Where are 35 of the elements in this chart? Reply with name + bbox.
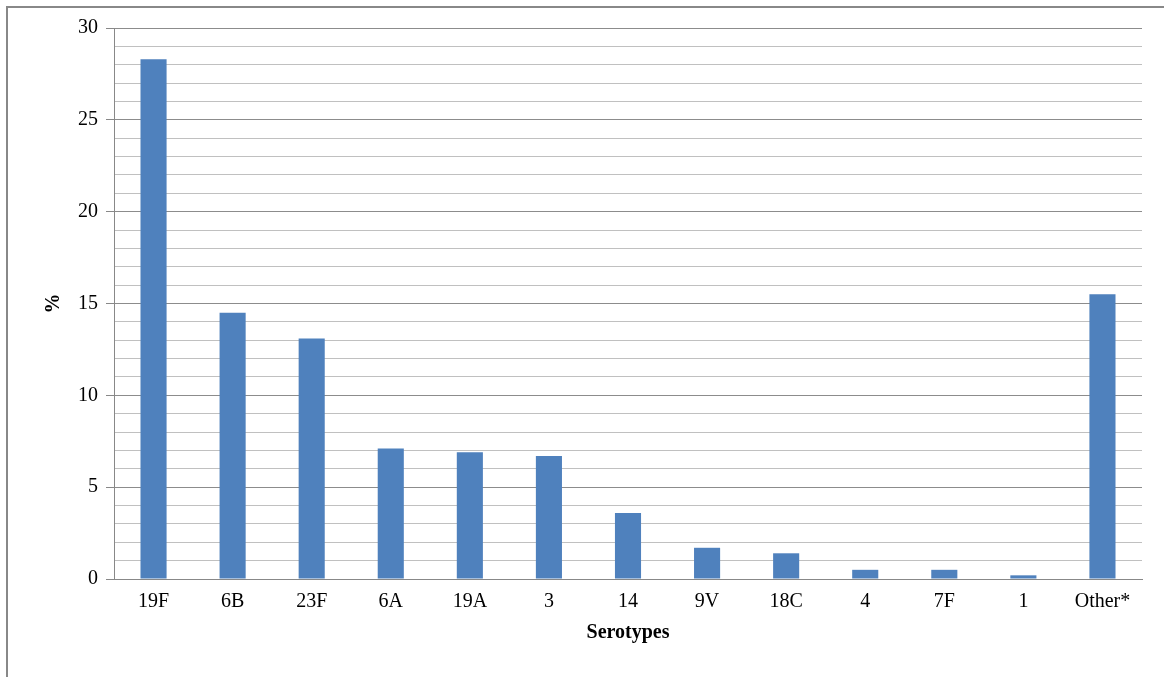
x-tick-label: 7F xyxy=(933,589,955,612)
y-tick-label: 20 xyxy=(78,198,98,221)
bar xyxy=(931,569,958,579)
y-tick-label: 15 xyxy=(78,290,98,313)
x-tick-label: 6B xyxy=(220,589,245,612)
bar xyxy=(694,547,721,579)
bar xyxy=(614,512,642,579)
x-tick-label: 3 xyxy=(543,589,554,612)
bar xyxy=(1089,294,1116,579)
bar xyxy=(852,569,879,579)
x-tick-label: 19F xyxy=(137,589,170,612)
x-tick-label: 9V xyxy=(694,589,720,612)
y-tick-label: 10 xyxy=(78,382,98,405)
x-tick-label: 1 xyxy=(1018,589,1029,612)
x-tick-label: 18C xyxy=(769,589,803,612)
y-tick-label: 0 xyxy=(88,566,98,589)
y-axis-title: % xyxy=(41,293,64,314)
x-tick-label: 19A xyxy=(452,589,488,612)
y-tick-label: 30 xyxy=(78,15,98,38)
bar xyxy=(377,448,404,579)
y-tick-label: 5 xyxy=(88,474,98,497)
x-tick-label: 4 xyxy=(860,589,871,612)
x-tick-label: 6A xyxy=(378,589,404,612)
bar xyxy=(140,59,167,579)
bar xyxy=(535,455,562,579)
bar xyxy=(298,338,325,579)
bar xyxy=(773,553,800,579)
bar xyxy=(456,452,483,579)
bar xyxy=(1010,575,1037,579)
y-tick-label: 25 xyxy=(78,107,98,130)
x-tick-label: 14 xyxy=(618,589,638,612)
x-tick-label: 23F xyxy=(296,589,328,612)
x-tick-label: Other* xyxy=(1074,589,1131,612)
bar xyxy=(219,312,246,579)
x-axis-title: Serotypes xyxy=(586,620,670,644)
